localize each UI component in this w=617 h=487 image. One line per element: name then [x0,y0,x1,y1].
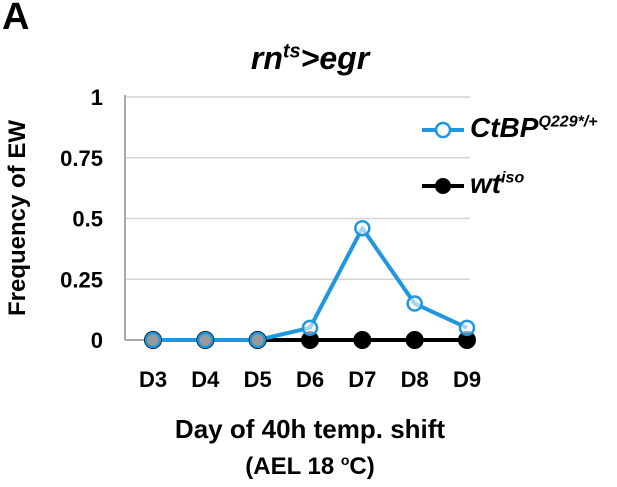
x-tick-label: D3 [139,367,167,392]
y-axis-label: Frequency of EW [4,119,31,317]
data-point-series-2 [458,331,476,349]
y-tick-label: 0.75 [60,146,103,171]
x-tick-label: D7 [348,367,376,392]
legend-item-series-1: CtBPQ229*/+ [420,112,610,152]
panel-label: A [2,0,30,38]
x-tick-label: D5 [244,367,272,392]
data-point-series-2 [301,331,319,349]
x-axis-sublabel: (AEL 18 oC) [245,452,374,481]
legend-name-series-1: CtBP [470,112,539,143]
y-tick-label: 0.5 [72,207,103,232]
data-point-series-1 [197,331,214,349]
data-point-series-2 [353,331,372,349]
x-tick-label: D8 [401,367,429,392]
data-point-series-1 [144,331,162,349]
legend: CtBPQ229*/+ wtiso [420,112,610,208]
y-tick-label: 0 [91,328,103,353]
data-point-series-1 [301,319,319,337]
x-tick-label: D4 [191,367,220,392]
chart-title-main: rn [250,40,283,76]
x-axis-sublabel-pre: (AEL 18 [245,453,341,480]
chart-title: rnts>egr [150,40,470,77]
data-point-series-1 [354,219,371,237]
x-tick-label: D9 [453,367,481,392]
y-tick-label: 0.25 [60,267,103,292]
x-axis-sublabel-post: C) [349,453,375,480]
x-tick-label: D6 [296,367,324,392]
legend-marker-series-1 [422,121,464,139]
legend-label-series-1: CtBPQ229*/+ [470,112,598,144]
legend-sup-series-1: Q229*/+ [538,113,598,131]
y-tick-labels: 0 0.25 0.5 0.75 1 [60,85,103,353]
legend-sup-series-2: iso [501,169,525,187]
data-point-series-1 [406,295,423,312]
legend-marker-series-2 [422,178,464,194]
legend-name-series-2: wt [470,168,502,199]
chart-title-rest: >egr [300,40,370,76]
x-axis-label: Day of 40h temp. shift [174,414,446,444]
grid-lines [125,96,470,280]
data-point-series-1 [249,331,266,349]
y-tick-label: 1 [91,85,103,110]
legend-item-series-2: wtiso [420,168,610,208]
chart-title-sup: ts [282,40,301,63]
x-tick-labels: D3 D4 D5 D6 D7 D8 D9 [139,367,481,392]
series-points [144,219,476,349]
legend-label-series-2: wtiso [470,168,524,200]
data-point-series-1 [458,319,476,337]
data-point-series-2 [405,331,424,349]
x-axis-sublabel-sup: o [340,452,350,468]
